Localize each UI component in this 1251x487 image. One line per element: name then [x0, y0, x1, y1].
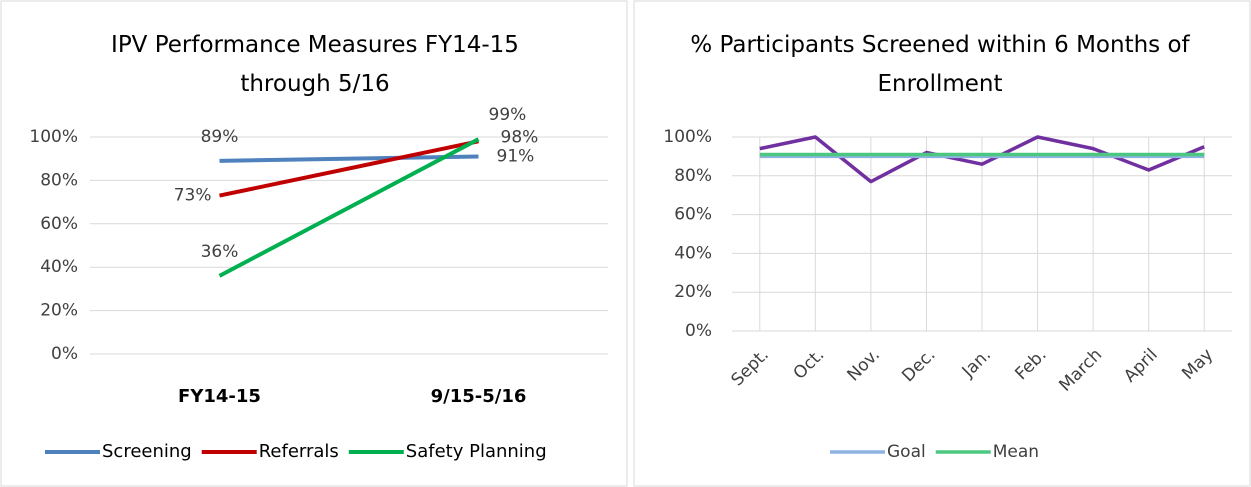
panel-border	[0, 0, 628, 487]
series-line	[218, 137, 480, 278]
y-tick-label: 100%	[663, 127, 712, 147]
x-tick-label: FY14-15	[178, 386, 261, 407]
x-tick-label: April	[1120, 345, 1162, 387]
y-tick-label: 80%	[674, 166, 712, 186]
y-tick-label: 100%	[29, 127, 78, 147]
legend-label: Referrals	[259, 441, 339, 462]
value-label: 89%	[201, 127, 239, 147]
legend-label: Safety Planning	[406, 441, 547, 462]
y-tick-label: 20%	[40, 301, 78, 321]
panel-border	[633, 0, 1251, 487]
x-tick-label: Dec.	[898, 345, 939, 386]
y-tick-label: 60%	[674, 205, 712, 225]
y-tick-label: 40%	[674, 243, 712, 263]
x-tick-label: 9/15-5/16	[431, 386, 527, 407]
value-label: 36%	[201, 242, 239, 262]
x-tick-label: Feb.	[1011, 345, 1050, 384]
legend-label: Mean	[993, 442, 1039, 462]
value-label: 73%	[174, 186, 212, 206]
x-tick-label: Oct.	[790, 345, 829, 384]
legend-label: Screening	[102, 441, 192, 462]
x-tick-label: March	[1055, 345, 1106, 396]
x-tick-label: Jan.	[958, 345, 995, 382]
x-tick-label: Nov.	[843, 345, 883, 385]
value-label: 91%	[497, 147, 535, 167]
value-label: 98%	[501, 127, 539, 147]
chart-title: IPV Performance Measures FY14-15 through…	[111, 32, 519, 97]
y-tick-label: 80%	[40, 170, 78, 190]
y-tick-label: 40%	[40, 257, 78, 277]
x-tick-label: Sept.	[728, 345, 773, 390]
y-tick-label: 0%	[51, 344, 78, 364]
series-line	[759, 135, 1205, 184]
series-line	[219, 139, 479, 198]
legend-label: Goal	[887, 442, 926, 462]
y-tick-label: 60%	[40, 214, 78, 234]
chart-title: % Participants Screened within 6 Months …	[690, 32, 1190, 97]
series-line	[219, 154, 479, 163]
value-label: 99%	[489, 105, 527, 125]
y-tick-label: 20%	[674, 282, 712, 302]
x-tick-label: May	[1178, 345, 1217, 384]
y-tick-label: 0%	[685, 321, 712, 341]
